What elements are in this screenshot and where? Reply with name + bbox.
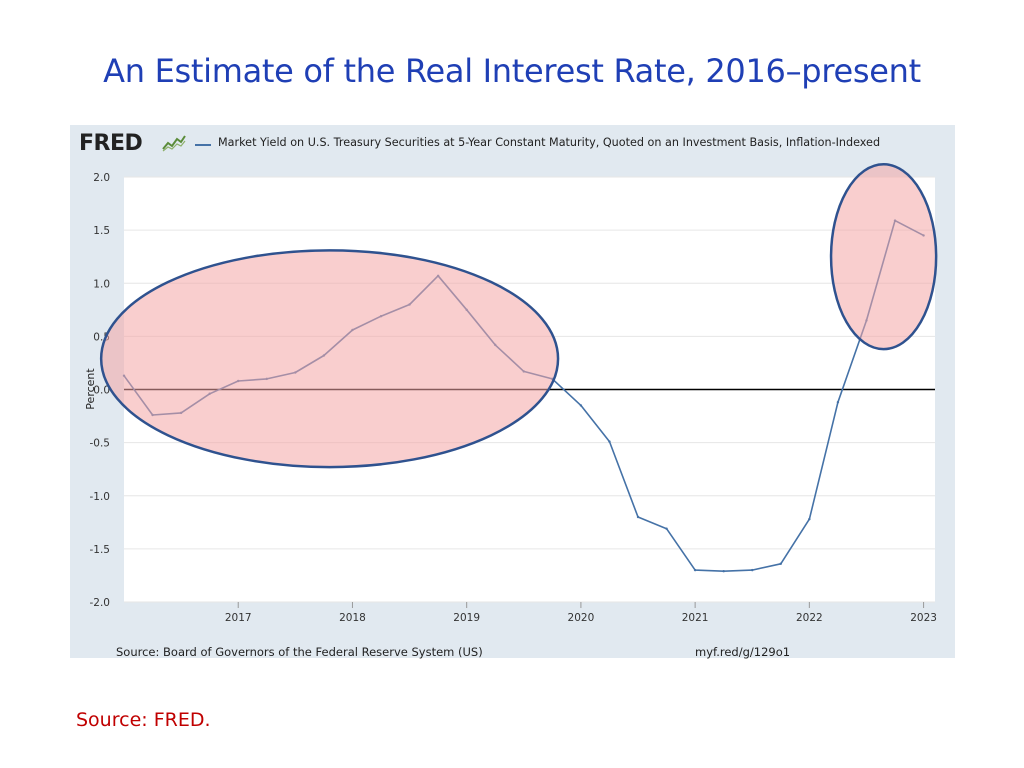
data-point	[751, 568, 754, 572]
x-tick-label: 2018	[339, 612, 366, 624]
x-tick-label: 2021	[682, 612, 709, 624]
data-point	[693, 568, 697, 572]
data-point	[836, 401, 840, 404]
data-point	[779, 562, 782, 565]
fred-logo: FRED	[79, 131, 143, 156]
legend-series-label: Market Yield on U.S. Treasury Securities…	[218, 136, 881, 149]
chart-source-text: Source: Board of Governors of the Federa…	[116, 645, 483, 659]
data-point	[722, 569, 725, 573]
highlight-2022-2023	[829, 163, 938, 351]
y-tick-label: -1.5	[90, 544, 111, 556]
legend-line-swatch	[195, 144, 211, 146]
chart-plot: 2.01.51.00.50.0-0.5-1.0-1.5-2.0 2017 2018…	[84, 163, 938, 624]
data-point	[665, 527, 668, 530]
highlight-layer	[99, 163, 938, 469]
chart-url-text: myf.red/g/129o1	[695, 645, 791, 659]
line-graph-icon	[161, 134, 187, 156]
y-tick-label: -1.0	[90, 491, 111, 503]
data-point	[636, 515, 640, 519]
data-point	[579, 404, 583, 407]
x-tick-label: 2017	[225, 612, 252, 624]
y-tick-label: 0.0	[93, 385, 110, 397]
x-tick-label: 2019	[453, 612, 480, 624]
y-axis-label: Percent	[84, 368, 97, 410]
data-point	[608, 440, 611, 443]
data-point	[808, 517, 811, 521]
slide-title: An Estimate of the Real Interest Rate, 2…	[103, 52, 921, 90]
highlight-2016-2019	[99, 249, 560, 469]
y-tick-label: -2.0	[90, 597, 111, 609]
x-tick-label: 2020	[568, 612, 595, 624]
y-tick-label: -0.5	[90, 438, 111, 450]
x-tick-label: 2022	[796, 612, 823, 624]
fred-chart-frame: FRED Market Yield on U.S. Treasury Secur…	[70, 125, 955, 659]
y-tick-label: 1.5	[93, 225, 110, 237]
y-axis-ticks: 2.01.51.00.50.0-0.5-1.0-1.5-2.0	[90, 172, 111, 609]
x-axis-ticks: 2017 2018 2019 2020 2021 2022 2023	[225, 602, 937, 624]
slide-source-note: Source: FRED.	[76, 709, 211, 731]
y-tick-label: 2.0	[93, 172, 110, 184]
y-tick-label: 1.0	[93, 278, 110, 290]
x-tick-label: 2023	[910, 612, 937, 624]
